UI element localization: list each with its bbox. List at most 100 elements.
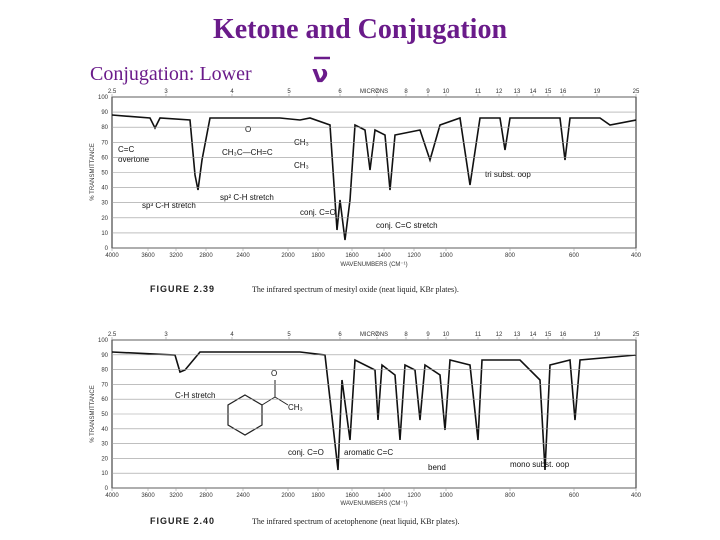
nu-symbol: ν: [312, 60, 328, 88]
x-tick-label: 1800: [311, 253, 325, 259]
x-tick-label: 2400: [236, 253, 250, 259]
x-tick-label: 1400: [377, 253, 391, 259]
x-tick-label: 1400: [377, 493, 391, 499]
x-tick-label: 3200: [169, 493, 183, 499]
top-tick-label: 2.5: [108, 332, 117, 338]
spectrum-figure: C=C overtone sp³ C-H stretch sp² C-H str…: [90, 89, 642, 294]
spectrum-trace: [111, 351, 637, 471]
x-tick-label: 2800: [199, 493, 213, 499]
annotation: aromatic C=C: [344, 448, 393, 457]
x-tick-label: 3600: [141, 253, 155, 259]
x-tick-label: 2000: [281, 253, 295, 259]
y-tick-label: 80: [101, 125, 108, 131]
top-tick-label: 8: [404, 332, 408, 338]
y-tick-label: 0: [105, 246, 109, 252]
y-tick-label: 10: [101, 471, 108, 477]
top-tick-label: 19: [594, 89, 601, 95]
caption-label: FIGURE 2.39: [150, 284, 215, 294]
y-axis-label: % TRANSMITTANCE: [90, 143, 96, 200]
spectrum-figure: C-H stretch O CH₃ conj. C=O aromatic C=C…: [90, 332, 642, 526]
x-tick-label: 1600: [345, 493, 359, 499]
y-tick-label: 70: [101, 382, 108, 388]
top-tick-label: 9: [426, 332, 430, 338]
spectrum-trace: [111, 114, 637, 241]
x-tick-label: 1000: [439, 493, 453, 499]
top-tick-label: 15: [545, 332, 552, 338]
top-tick-label: 8: [404, 89, 408, 95]
x-tick-label: 1200: [407, 253, 421, 259]
slide-title: Ketone and Conjugation: [213, 14, 507, 45]
y-tick-label: 80: [101, 368, 108, 374]
annotation: conj. C=O: [288, 448, 324, 457]
annotation: O: [245, 125, 251, 134]
top-tick-label: 6: [338, 89, 342, 95]
y-axis-label: % TRANSMITTANCE: [90, 385, 96, 442]
top-tick-label: 11: [475, 89, 482, 95]
annotation: sp³ C-H stretch: [142, 201, 196, 210]
x-tick-label: 3200: [169, 253, 183, 259]
annotation: sp² C-H stretch: [220, 193, 274, 202]
annotation: overtone: [118, 155, 150, 164]
x-tick-label: 400: [631, 253, 642, 259]
top-tick-label: 25: [633, 332, 640, 338]
top-tick-label: 3: [164, 332, 168, 338]
y-tick-label: 20: [101, 456, 108, 462]
y-tick-label: 90: [101, 353, 108, 359]
x-tick-label: 1800: [311, 493, 325, 499]
y-tick-label: 90: [101, 110, 108, 116]
annotation: bend: [428, 463, 446, 472]
caption-text: The infrared spectrum of acetophenone (n…: [252, 517, 459, 526]
x-tick-label: 4000: [105, 253, 119, 259]
top-tick-label: 13: [514, 332, 521, 338]
y-tick-label: 100: [98, 338, 109, 344]
top-tick-label: 7: [375, 89, 379, 95]
top-tick-label: 2.5: [108, 89, 117, 95]
microns-label: MICRONS: [360, 89, 388, 95]
top-tick-label: 5: [287, 89, 291, 95]
y-tick-label: 100: [98, 95, 109, 101]
y-tick-label: 0: [105, 486, 109, 492]
bond: [274, 396, 289, 406]
top-tick-label: 7: [375, 332, 379, 338]
y-tick-label: 60: [101, 155, 108, 161]
top-tick-label: 12: [496, 89, 503, 95]
wavenumbers-label: WAVENUMBERS (CM⁻¹): [340, 262, 407, 268]
x-tick-label: 2800: [199, 253, 213, 259]
bond: [261, 396, 276, 406]
y-tick-label: 10: [101, 231, 108, 237]
wavenumbers-label: WAVENUMBERS (CM⁻¹): [340, 501, 407, 507]
x-tick-label: 1200: [407, 493, 421, 499]
top-tick-label: 11: [475, 332, 482, 338]
x-tick-label: 600: [569, 253, 580, 259]
x-tick-label: 800: [505, 493, 516, 499]
annotation: CH₃C—CH=C: [222, 148, 273, 157]
top-tick-label: 4: [230, 332, 234, 338]
y-tick-label: 20: [101, 216, 108, 222]
top-tick-label: 19: [594, 332, 601, 338]
annotation: CH₃: [288, 403, 303, 412]
top-tick-label: 9: [426, 89, 430, 95]
x-tick-label: 2000: [281, 493, 295, 499]
y-tick-label: 30: [101, 201, 108, 207]
top-tick-label: 14: [530, 89, 537, 95]
top-tick-label: 25: [633, 89, 640, 95]
annotation: CH₃: [294, 161, 309, 170]
y-tick-label: 50: [101, 171, 108, 177]
x-tick-label: 4000: [105, 493, 119, 499]
annotation: O: [271, 369, 277, 378]
x-tick-label: 800: [505, 253, 516, 259]
top-tick-label: 16: [560, 89, 567, 95]
y-tick-label: 40: [101, 186, 108, 192]
annotation: conj. C=C stretch: [376, 221, 438, 230]
x-tick-label: 400: [631, 493, 642, 499]
top-tick-label: 4: [230, 89, 234, 95]
annotation: tri subst. oop: [485, 170, 531, 179]
top-tick-label: 3: [164, 89, 168, 95]
top-tick-label: 16: [560, 332, 567, 338]
x-tick-label: 600: [569, 493, 580, 499]
top-tick-label: 12: [496, 332, 503, 338]
x-tick-label: 1600: [345, 253, 359, 259]
top-tick-label: 5: [287, 332, 291, 338]
top-tick-label: 6: [338, 332, 342, 338]
